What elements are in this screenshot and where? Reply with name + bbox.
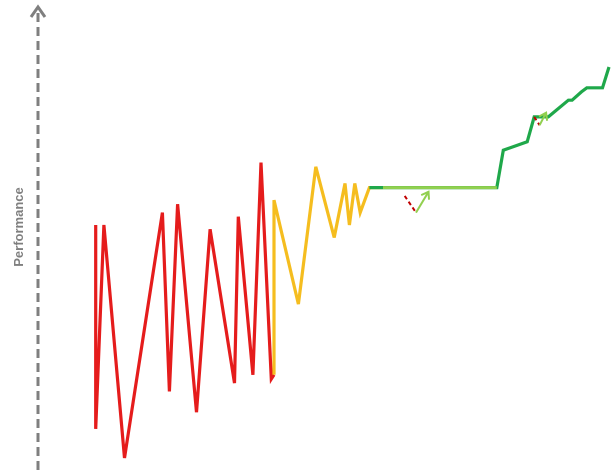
overlay-arrowhead-4 xyxy=(538,111,549,121)
series-line-green xyxy=(369,66,611,190)
overlay-dashed-1 xyxy=(403,195,417,214)
series-group xyxy=(94,66,611,459)
y-axis-label: Performance xyxy=(11,187,26,266)
overlay-arrow-4 xyxy=(538,112,547,126)
y-axis-arrowhead xyxy=(29,4,47,18)
series-line-yellow xyxy=(272,166,383,375)
series-line-red xyxy=(94,162,276,459)
overlay-arrowhead-2 xyxy=(420,190,430,200)
overlay-arrow-2 xyxy=(415,191,430,214)
overlay-group xyxy=(383,111,549,214)
y-axis xyxy=(29,4,47,470)
overlay-dashed-3 xyxy=(533,116,541,126)
